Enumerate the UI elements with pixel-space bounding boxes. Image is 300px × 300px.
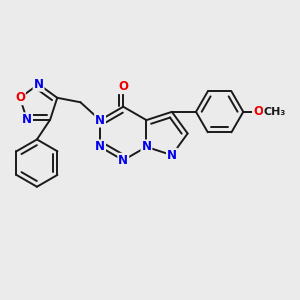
- Text: O: O: [253, 105, 263, 118]
- Text: N: N: [34, 78, 44, 91]
- Text: N: N: [95, 114, 105, 127]
- Text: N: N: [141, 140, 152, 153]
- Text: O: O: [118, 80, 128, 93]
- Text: N: N: [118, 154, 128, 167]
- Text: N: N: [95, 140, 105, 153]
- Text: O: O: [15, 91, 25, 104]
- Text: N: N: [167, 148, 177, 162]
- Text: N: N: [22, 113, 32, 126]
- Text: CH₃: CH₃: [264, 107, 286, 117]
